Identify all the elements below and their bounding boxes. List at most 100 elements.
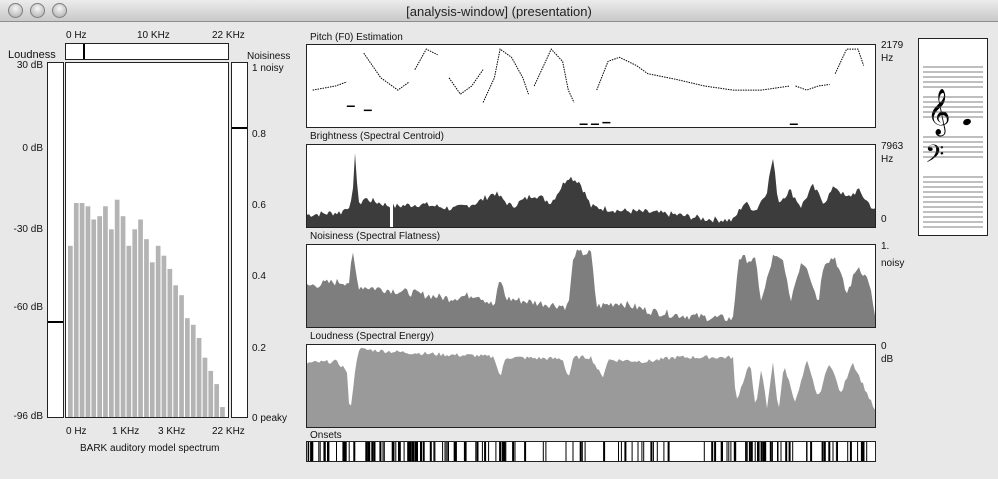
window-title: [analysis-window] (presentation) (406, 4, 592, 19)
noisiness-plot-box (306, 244, 876, 328)
bark-band-bar (179, 295, 184, 417)
noisiness-area (307, 249, 875, 327)
noisiness-max-label: 1. (881, 241, 890, 252)
noisiness-meter (231, 62, 248, 418)
bark-band-bar (103, 206, 108, 417)
treble-clef-icon: 𝄞 (927, 89, 951, 137)
bark-top-tick: 10 KHz (137, 30, 170, 41)
bark-band-bar (138, 219, 143, 417)
bark-bottom-tick: 22 KHz (212, 426, 245, 437)
loudness-meter-label: Loudness (8, 49, 56, 61)
window-titlebar: [analysis-window] (presentation) (0, 0, 998, 22)
noisiness-tick: 0.8 (252, 129, 266, 140)
bark-caption: BARK auditory model spectrum (80, 443, 220, 454)
brightness-min-label: 0 (881, 214, 887, 225)
bark-band-bar (109, 229, 114, 417)
brightness-gap (390, 145, 393, 227)
loudness-level-marker (48, 321, 63, 323)
frequency-slider[interactable] (65, 43, 229, 60)
brightness-area (307, 153, 875, 227)
pitch-trace (482, 48, 529, 103)
loudness-tick: 30 dB (16, 60, 43, 71)
pitch-dot (602, 121, 611, 124)
loudness-title: Loudness (Spectral Energy) (310, 331, 434, 342)
noisiness-tick: 1 noisy (252, 63, 284, 74)
loudness-meter (47, 62, 64, 418)
bark-band-bar (68, 245, 73, 417)
bark-bottom-tick: 0 Hz (66, 426, 87, 437)
bass-clef-icon: 𝄢 (925, 140, 944, 175)
bark-band-bar (97, 216, 102, 417)
brightness-title: Brightness (Spectral Centroid) (310, 131, 444, 142)
brightness-plot-box (306, 144, 876, 228)
bark-bottom-tick: 1 KHz (112, 426, 140, 437)
bark-band-bar (190, 324, 196, 417)
brightness-plot (307, 145, 875, 227)
noisiness-tick: 0.2 (252, 343, 266, 354)
pitch-dot (363, 109, 372, 112)
bark-band-bar (202, 357, 208, 417)
loudness-tick: -60 dB (13, 302, 43, 313)
pitch-plot (312, 48, 865, 125)
onsets-plot (307, 442, 868, 461)
bark-band-bar (91, 219, 97, 417)
onsets-plot-box (306, 441, 876, 462)
frequency-slider-handle[interactable] (83, 44, 85, 59)
brightness-max-label: 7963 (881, 141, 904, 152)
bark-band-bar (173, 285, 178, 417)
loudness-max-label: 0 (881, 341, 887, 352)
noisiness-tick: 0 peaky (252, 413, 288, 424)
pitch-dot (789, 123, 798, 125)
pitch-trace (596, 56, 790, 91)
loudness-unit: dB (881, 354, 894, 365)
bark-band-bar (85, 206, 91, 417)
pitch-plot-box (306, 44, 876, 128)
pitch-trace (414, 48, 438, 70)
loudness-tick: 0 dB (22, 143, 43, 154)
bark-band-bar (167, 268, 173, 417)
bark-band-bar (132, 229, 138, 417)
pitch-title: Pitch (F0) Estimation (310, 32, 403, 43)
noisiness-meter-label: Noisiness (247, 51, 291, 62)
bark-band-bar (208, 370, 214, 417)
pitch-trace (795, 83, 830, 91)
bark-spectrum-box (65, 62, 229, 418)
minimize-window-button[interactable] (30, 3, 45, 18)
bark-band-bar (120, 216, 126, 417)
bark-band-bar (114, 199, 120, 417)
pitch-trace (533, 48, 575, 103)
noisiness-unit: noisy (881, 258, 905, 269)
pitch-trace (448, 69, 484, 95)
bark-band-bar (144, 239, 149, 417)
bark-bottom-tick: 3 KHz (158, 426, 186, 437)
loudness-tick: -30 dB (13, 224, 43, 235)
bark-spectrum-plot (68, 199, 225, 417)
bark-top-tick: 0 Hz (66, 30, 87, 41)
loudness-plot-box (306, 344, 876, 428)
pitch-trace (834, 48, 865, 74)
bark-band-bar (155, 245, 161, 417)
bark-band-bar (126, 245, 132, 417)
noisiness-level-marker (232, 127, 247, 129)
score-panel: 𝄞 𝄢 (918, 38, 988, 236)
close-window-button[interactable] (8, 3, 23, 18)
pitch-trace (312, 81, 347, 91)
bark-band-bar (196, 338, 202, 417)
note-head-icon (963, 118, 971, 126)
pitch-dot (579, 123, 588, 125)
zoom-window-button[interactable] (52, 3, 67, 18)
loudness-tick: -96 dB (13, 411, 43, 422)
noisiness-title: Noisiness (Spectral Flatness) (310, 231, 441, 242)
bark-band-bar (79, 203, 85, 417)
noisiness-tick: 0.4 (252, 271, 266, 282)
bark-band-bar (161, 255, 167, 417)
bark-band-bar (149, 262, 155, 417)
brightness-unit: Hz (881, 154, 894, 165)
pitch-trace (363, 52, 410, 91)
bark-top-tick: 22 KHz (212, 30, 245, 41)
music-staff: 𝄞 𝄢 (923, 66, 983, 228)
pitch-max-label: 2179 (881, 40, 904, 51)
bark-band-bar (214, 384, 219, 417)
onsets-title: Onsets (310, 430, 342, 441)
loudness-plot (307, 347, 875, 427)
